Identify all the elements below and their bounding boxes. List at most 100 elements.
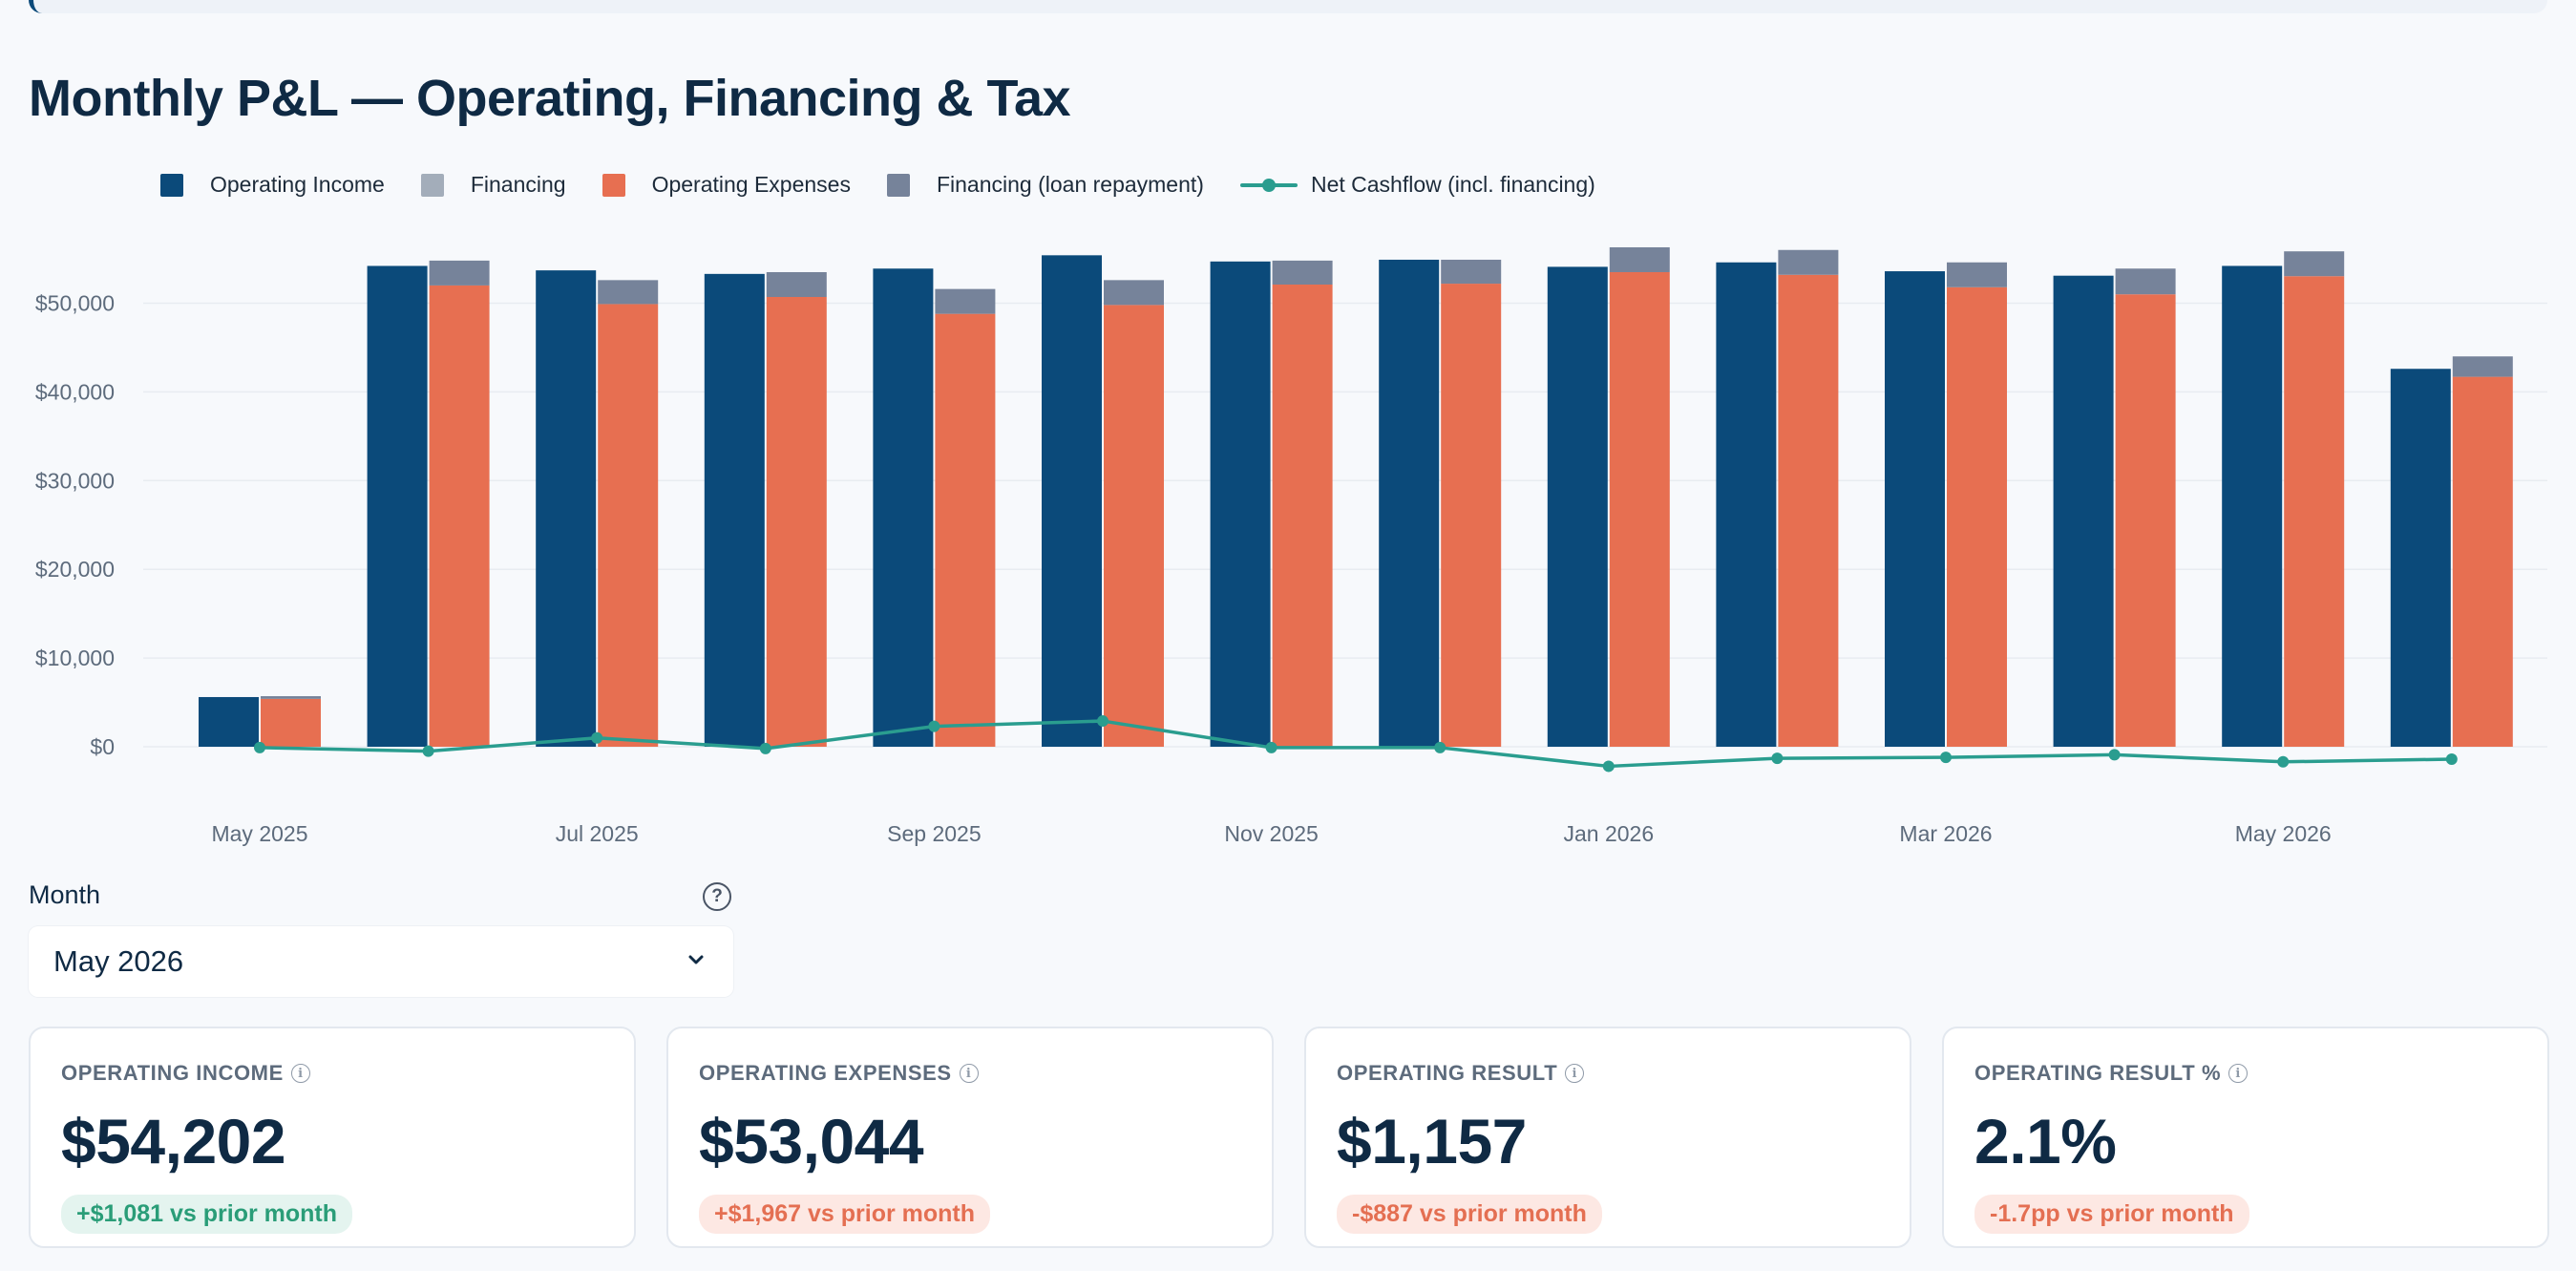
bar-operating-expenses — [1947, 286, 2007, 747]
bar-operating-income — [1885, 271, 1945, 747]
bar-operating-expenses — [1778, 274, 1839, 747]
bar-operating-expenses — [766, 296, 827, 747]
net-cashflow-point — [759, 742, 771, 754]
y-tick-label: $50,000 — [35, 291, 115, 316]
month-select-value: May 2026 — [53, 944, 184, 978]
bar-operating-income — [2390, 369, 2451, 747]
bar-financing-loan-repayment — [1947, 262, 2007, 287]
bar-operating-expenses — [2452, 376, 2513, 747]
legend-swatch — [886, 173, 910, 197]
chevron-down-icon — [688, 955, 704, 964]
net-cashflow-point — [2108, 749, 2121, 761]
bar-operating-income — [536, 270, 597, 747]
kpi-delta-badge: -1.7pp vs prior month — [1974, 1195, 2249, 1234]
net-cashflow-point — [254, 741, 265, 753]
x-tick-label: Jan 2026 — [1563, 821, 1654, 846]
bar-operating-expenses — [261, 698, 321, 747]
kpi-label-text: OPERATING RESULT % — [1974, 1061, 2222, 1085]
legend-label: Financing (loan repayment) — [936, 172, 1204, 197]
month-select[interactable]: May 2026 — [29, 926, 733, 997]
legend-label: Operating Expenses — [651, 172, 851, 197]
bar-operating-expenses — [935, 313, 996, 747]
month-filter-label: Month — [29, 880, 101, 909]
bar-operating-income — [873, 268, 934, 747]
legend-item-operating-expenses[interactable]: Operating Expenses — [602, 172, 851, 198]
net-cashflow-point — [1097, 715, 1109, 728]
bar-operating-expenses — [2115, 294, 2176, 747]
y-tick-label: $0 — [90, 734, 115, 759]
info-icon[interactable]: i — [1565, 1064, 1585, 1083]
bar-operating-income — [1042, 255, 1102, 747]
x-tick-label: Nov 2025 — [1224, 821, 1318, 846]
kpi-label-text: OPERATING RESULT — [1337, 1061, 1558, 1085]
x-tick-label: Sep 2025 — [887, 821, 981, 846]
kpi-label-text: OPERATING INCOME — [61, 1061, 284, 1085]
kpi-label-text: OPERATING EXPENSES — [699, 1061, 952, 1085]
legend-label: Net Cashflow (incl. financing) — [1310, 172, 1595, 197]
kpi-value: $53,044 — [699, 1106, 924, 1176]
net-cashflow-point — [591, 731, 603, 744]
net-cashflow-point — [422, 745, 434, 757]
help-icon[interactable]: ? — [703, 882, 731, 911]
kpi-value: $1,157 — [1337, 1106, 1527, 1176]
net-cashflow-point — [1602, 760, 1615, 773]
bar-financing-loan-repayment — [1609, 246, 1670, 272]
legend-line-marker — [1239, 174, 1298, 197]
page-title: Monthly P&L — Operating, Financing & Tax — [29, 70, 1071, 127]
bar-operating-expenses — [2284, 276, 2345, 747]
chart-legend: Operating Income Financing Operating Exp… — [160, 172, 1632, 198]
bar-financing-loan-repayment — [261, 696, 321, 699]
bar-operating-expenses — [1104, 305, 1164, 747]
legend-item-financing-loan-repayment[interactable]: Financing (loan repayment) — [886, 172, 1204, 198]
kpi-delta-badge: -$887 vs prior month — [1337, 1195, 1602, 1234]
net-cashflow-point — [1940, 752, 1952, 764]
kpi-label: OPERATING RESULT i — [1337, 1061, 1879, 1086]
kpi-value: $54,202 — [61, 1106, 286, 1176]
bar-financing-loan-repayment — [2115, 268, 2176, 295]
bar-financing-loan-repayment — [2284, 251, 2345, 277]
bar-financing-loan-repayment — [2452, 356, 2513, 377]
kpi-delta-badge: +$1,081 vs prior month — [61, 1195, 353, 1234]
net-cashflow-point — [2277, 755, 2290, 768]
x-tick-label: May 2026 — [2235, 821, 2332, 846]
bar-operating-income — [1379, 259, 1440, 747]
legend-label: Financing — [470, 172, 566, 197]
kpi-card-operating-result-pct: OPERATING RESULT % i 2.1% -1.7pp vs prio… — [1942, 1027, 2549, 1248]
y-tick-label: $10,000 — [35, 646, 115, 670]
net-cashflow-point — [1434, 741, 1446, 753]
x-tick-label: Mar 2026 — [1899, 821, 1992, 846]
info-icon[interactable]: i — [290, 1064, 310, 1083]
bar-operating-income — [367, 265, 428, 747]
net-cashflow-line — [259, 719, 2452, 769]
info-icon[interactable]: i — [959, 1064, 979, 1083]
bar-operating-income — [704, 273, 765, 747]
kpi-label: OPERATING EXPENSES i — [699, 1061, 1241, 1086]
legend-item-financing[interactable]: Financing — [420, 172, 566, 198]
net-cashflow-point — [2445, 753, 2458, 766]
legend-swatch — [160, 173, 183, 197]
bar-operating-income — [1716, 262, 1777, 747]
bar-financing-loan-repayment — [598, 280, 659, 305]
bar-operating-expenses — [429, 285, 490, 747]
legend-item-net-cashflow[interactable]: Net Cashflow (incl. financing) — [1239, 172, 1595, 198]
legend-item-operating-income[interactable]: Operating Income — [160, 172, 385, 198]
net-cashflow-point — [1771, 752, 1784, 765]
kpi-label: OPERATING RESULT % i — [1974, 1061, 2517, 1086]
kpi-card-operating-income: OPERATING INCOME i $54,202 +$1,081 vs pr… — [29, 1027, 636, 1248]
x-tick-label: Jul 2025 — [556, 821, 639, 846]
bar-operating-expenses — [1272, 284, 1333, 747]
bar-operating-income — [199, 696, 259, 747]
pnl-chart: $0 $10,000 $20,000 $30,000 $40,000 $50,000 May… — [35, 246, 2547, 846]
legend-label: Operating Income — [210, 172, 385, 197]
x-tick-label: May 2025 — [211, 821, 307, 846]
bar-financing-loan-repayment — [1778, 249, 1839, 275]
bar-operating-income — [1547, 266, 1608, 747]
legend-swatch — [602, 173, 625, 197]
net-cashflow-point — [1265, 741, 1277, 753]
bar-financing-loan-repayment — [1104, 280, 1164, 306]
bar-financing-loan-repayment — [1441, 259, 1502, 285]
bar-operating-income — [2053, 275, 2114, 747]
kpi-card-operating-result: OPERATING RESULT i $1,157 -$887 vs prior… — [1304, 1027, 1911, 1248]
info-icon[interactable]: i — [2228, 1064, 2249, 1083]
y-tick-label: $20,000 — [35, 557, 115, 582]
